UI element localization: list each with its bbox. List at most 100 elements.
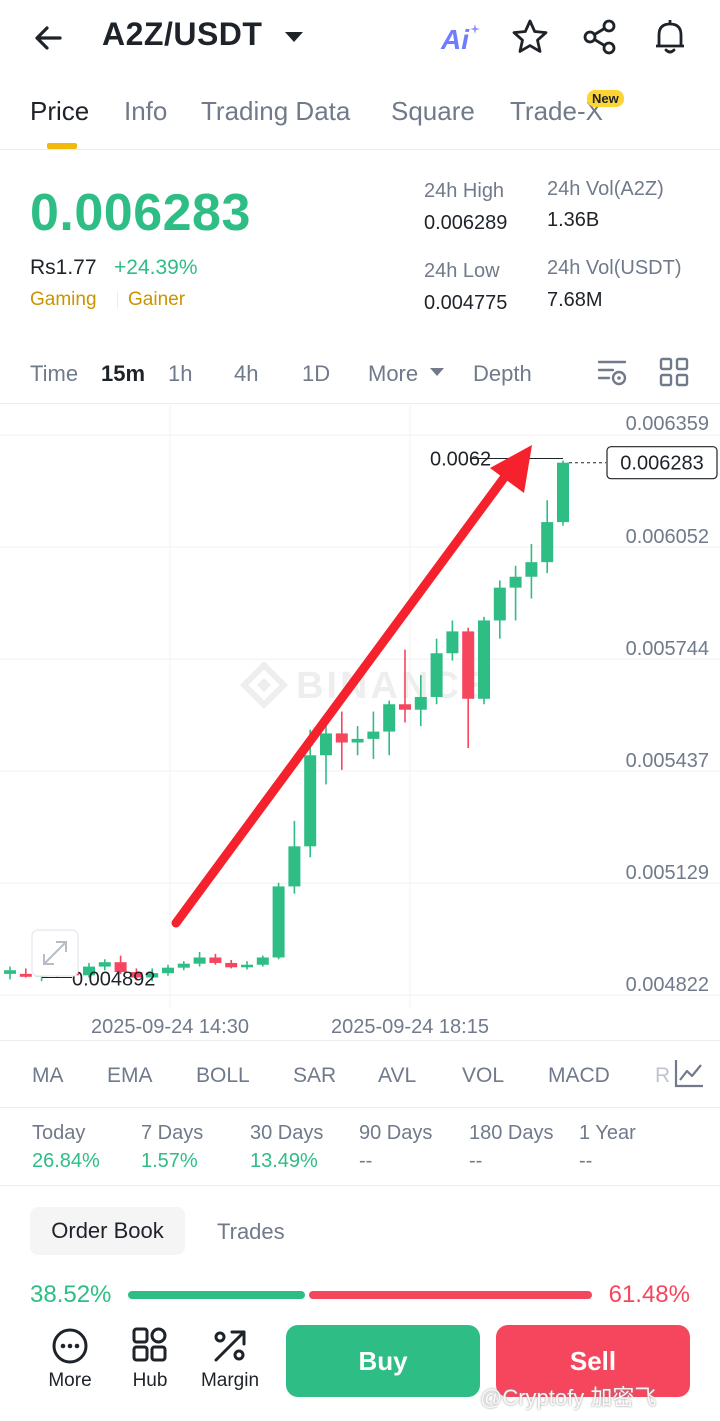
candle-body	[177, 963, 190, 968]
indicator-r[interactable]: R	[655, 1064, 671, 1087]
ask-percent: 61.48%	[608, 1281, 690, 1308]
pair-title[interactable]: A2Z/USDT	[102, 16, 263, 52]
high-value: 0.006289	[424, 212, 508, 234]
indicator-divider	[0, 1107, 720, 1108]
period-7d-value: 1.57%	[141, 1150, 198, 1172]
indicator-avl[interactable]: AVL	[378, 1064, 417, 1087]
last-price-label: 0.006283	[620, 453, 703, 475]
candle-body	[304, 755, 317, 847]
y-tick-label: 0.005437	[626, 750, 709, 772]
candle-body	[320, 733, 332, 756]
candle-body	[509, 576, 522, 588]
price-change-percent: +24.39%	[114, 256, 198, 279]
indicator-sar[interactable]: SAR	[293, 1064, 337, 1087]
margin-label[interactable]: Margin	[200, 1370, 260, 1391]
candle-body	[367, 731, 380, 739]
timeframe-4h[interactable]: 4h	[234, 361, 259, 386]
timeframe-15m[interactable]: 15m	[101, 361, 146, 386]
layout-grid-icon[interactable]	[659, 357, 689, 387]
back-arrow-icon[interactable]	[30, 18, 70, 58]
timeframe-time[interactable]: Time	[30, 361, 79, 386]
binance-watermark: BINANCE	[239, 660, 487, 710]
y-tick-label: 0.006359	[626, 413, 709, 435]
timeframe-more[interactable]: More	[368, 361, 419, 386]
indicator-boll[interactable]: BOLL	[196, 1064, 250, 1087]
candle-body	[288, 846, 301, 887]
candle-body	[209, 957, 222, 963]
expand-chart-button[interactable]	[31, 929, 79, 977]
share-icon[interactable]	[580, 17, 620, 57]
timeframe-1h[interactable]: 1h	[168, 361, 193, 386]
candles	[4, 460, 569, 982]
low-label: 24h Low	[424, 260, 500, 282]
period-30d-label: 30 Days	[250, 1122, 324, 1144]
chart-settings-icon[interactable]	[596, 356, 628, 388]
candle-body	[446, 631, 459, 654]
tabs-divider	[0, 149, 720, 150]
notification-bell-icon[interactable]	[650, 17, 690, 57]
arrow-shaft	[171, 462, 517, 928]
candle-body	[383, 704, 396, 732]
time-axis: 2025-09-24 14:30 2025-09-24 18:15	[91, 1016, 489, 1038]
more-icon[interactable]	[50, 1326, 90, 1366]
sell-button[interactable]: Sell	[496, 1325, 690, 1397]
indicator-vol[interactable]: VOL	[462, 1064, 505, 1087]
period-30d-value: 13.49%	[250, 1150, 318, 1172]
y-tick-label: 0.005744	[626, 638, 709, 660]
indicator-ma[interactable]: MA	[32, 1064, 64, 1087]
vol-quote-value: 7.68M	[547, 289, 603, 311]
y-tick-label: 0.005129	[626, 862, 709, 884]
period-7d-label: 7 Days	[141, 1122, 204, 1144]
fiat-price: Rs1.77	[30, 256, 97, 279]
candle-body	[19, 973, 32, 977]
hub-icon[interactable]	[130, 1326, 170, 1366]
candle-body	[193, 957, 206, 964]
tab-trades[interactable]: Trades	[217, 1219, 285, 1244]
indicator-ema[interactable]: EMA	[107, 1064, 153, 1087]
sparkle-icon	[470, 24, 480, 34]
more-label[interactable]: More	[48, 1370, 92, 1391]
tag-gainer[interactable]: Gainer	[128, 289, 186, 310]
depth-chart-tab[interactable]: Depth	[473, 361, 532, 386]
pair-dropdown-caret-icon[interactable]	[285, 32, 303, 42]
y-tick-label: 0.006052	[626, 526, 709, 548]
tab-order-book[interactable]: Order Book	[30, 1207, 185, 1255]
last-price-box	[606, 446, 718, 480]
more-caret-icon	[430, 368, 444, 376]
indicator-macd[interactable]: MACD	[548, 1064, 610, 1087]
timeframe-divider	[0, 403, 720, 404]
x-tick-label: 2025-09-24 18:15	[331, 1016, 489, 1038]
candle-body	[430, 653, 443, 697]
candle-body	[351, 738, 364, 743]
ai-assistant-icon[interactable]: Ai	[441, 24, 469, 55]
candle-body	[256, 957, 269, 965]
annotation-arrow	[171, 445, 532, 928]
buy-button[interactable]: Buy	[286, 1325, 480, 1397]
tab-trading-data[interactable]: Trading Data	[201, 96, 351, 126]
margin-icon[interactable]	[210, 1326, 250, 1366]
candle-body	[114, 962, 127, 973]
vol-quote-label: 24h Vol(USDT)	[547, 257, 682, 279]
tag-gaming[interactable]: Gaming	[30, 289, 97, 310]
candle-body	[4, 970, 16, 974]
hub-label[interactable]: Hub	[132, 1370, 168, 1391]
timeframe-1d[interactable]: 1D	[302, 361, 331, 386]
favorite-star-icon[interactable]	[510, 17, 550, 57]
chart-divider	[0, 1040, 720, 1041]
active-tab-indicator	[47, 143, 77, 149]
candle-body	[241, 964, 253, 968]
arrow-head	[490, 445, 532, 493]
tab-price[interactable]: Price	[30, 96, 90, 126]
candle-body	[414, 696, 427, 710]
tab-square[interactable]: Square	[391, 96, 475, 126]
vol-base-label: 24h Vol(A2Z)	[547, 178, 664, 200]
price-axis: 0.006359 0.006052 0.005744 0.005437 0.005129…	[626, 413, 709, 996]
candle-body	[98, 962, 111, 967]
period-90d-value: --	[359, 1150, 373, 1172]
price-markers: 0.006283 0.0062 0.004892	[42, 446, 718, 990]
period-1y-label: 1 Year	[579, 1122, 636, 1144]
indicator-settings-icon[interactable]	[672, 1056, 706, 1090]
tab-info[interactable]: Info	[124, 96, 168, 126]
last-price: 0.006283	[30, 184, 251, 242]
candlestick-chart[interactable]: BINANCE 0.006359 0.006052 0.005744 0.005437…	[0, 405, 720, 1040]
